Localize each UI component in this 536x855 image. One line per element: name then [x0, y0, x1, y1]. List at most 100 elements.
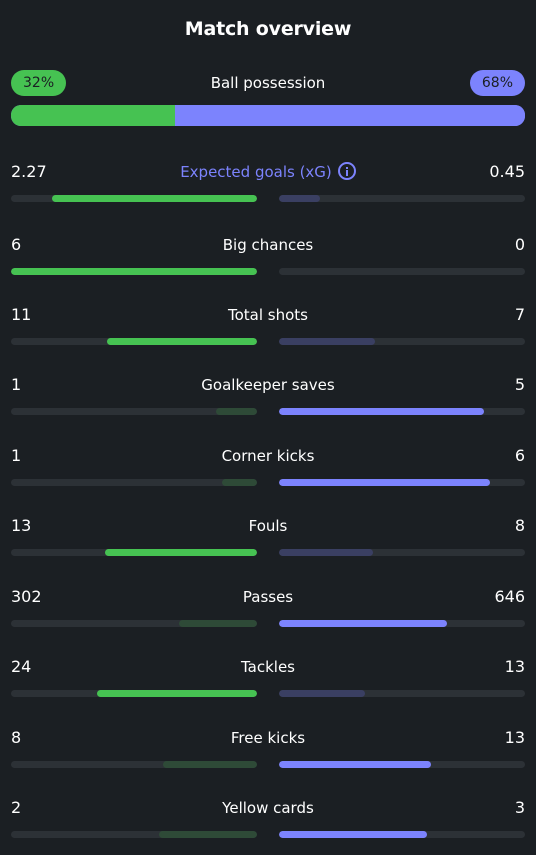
possession-bar-away	[175, 105, 525, 126]
stat-away-value: 6	[514, 446, 525, 465]
stat-label: Big chances	[11, 233, 525, 257]
stat-label: Tackles	[11, 655, 525, 679]
stat-home-bar	[11, 620, 257, 627]
stat-home-bar-fill	[178, 620, 257, 627]
stat-values: 1 Goalkeeper saves 5	[11, 373, 525, 397]
stat-home-bar-fill	[11, 268, 257, 275]
stat-label: Corner kicks	[11, 444, 525, 468]
stat-home-bar	[11, 268, 257, 275]
stat-label: Total shots	[11, 303, 525, 327]
stat-label: Fouls	[11, 514, 525, 538]
stat-row: 2.27 Expected goals (xG) 0.45	[11, 160, 525, 205]
stat-away-value: 0.45	[489, 162, 525, 181]
possession-row: 32% Ball possession 68%	[11, 70, 525, 96]
stat-away-bar-fill	[279, 408, 484, 415]
stat-home-value: 24	[11, 657, 32, 676]
stat-row: 1 Corner kicks 6	[11, 444, 525, 489]
stat-home-value: 1	[11, 375, 22, 394]
stat-home-value: 11	[11, 305, 32, 324]
info-icon[interactable]	[337, 162, 356, 180]
stat-label-text: Yellow cards	[222, 799, 314, 817]
away-possession-badge: 68%	[469, 70, 525, 96]
stat-values: 11 Total shots 7	[11, 303, 525, 327]
stat-home-value: 2.27	[11, 162, 47, 181]
stat-label: Passes	[11, 585, 525, 609]
possession-label: Ball possession	[210, 74, 326, 92]
stat-label-text: Passes	[242, 588, 294, 606]
stat-home-bar-fill	[97, 690, 257, 697]
stat-away-value: 0	[514, 235, 525, 254]
stat-away-bar	[279, 549, 525, 556]
stat-away-value: 646	[494, 587, 525, 606]
stat-away-bar	[279, 690, 525, 697]
stat-away-value: 3	[514, 798, 525, 817]
stat-home-bar-fill	[221, 479, 257, 486]
stat-row: 8 Free kicks 13	[11, 726, 525, 771]
stat-values: 1 Corner kicks 6	[11, 444, 525, 468]
stat-away-bar	[279, 831, 525, 838]
stat-home-bar	[11, 690, 257, 697]
stat-away-value: 13	[504, 657, 525, 676]
home-possession-badge: 32%	[11, 70, 67, 96]
stat-label-text: Expected goals (xG)	[180, 163, 332, 181]
stat-values: 8 Free kicks 13	[11, 726, 525, 750]
stat-values: 2.27 Expected goals (xG) 0.45	[11, 160, 525, 184]
stat-away-bar-fill	[279, 831, 427, 838]
stat-away-bar-fill	[279, 338, 375, 345]
stat-home-value: 2	[11, 798, 22, 817]
stat-values: 302 Passes 646	[11, 585, 525, 609]
stat-home-bar	[11, 831, 257, 838]
stat-away-bar	[279, 338, 525, 345]
stat-label-text: Tackles	[240, 658, 296, 676]
stat-away-bar	[279, 268, 525, 275]
stat-away-bar	[279, 195, 525, 202]
stat-home-bar-fill	[216, 408, 257, 415]
stat-away-bar-fill	[279, 690, 366, 697]
stat-home-bar	[11, 549, 257, 556]
stat-home-bar	[11, 761, 257, 768]
stat-label-text: Free kicks	[230, 729, 306, 747]
stat-label: Yellow cards	[11, 796, 525, 820]
stat-home-bar-fill	[104, 549, 257, 556]
stat-row: 6 Big chances 0	[11, 233, 525, 278]
stat-home-bar-fill	[158, 831, 257, 838]
stat-home-bar	[11, 338, 257, 345]
stat-home-value: 1	[11, 446, 22, 465]
stat-away-bar-fill	[279, 549, 373, 556]
possession-bar	[11, 105, 525, 126]
stat-row: 302 Passes 646	[11, 585, 525, 630]
stat-home-value: 13	[11, 516, 32, 535]
stat-away-bar-fill	[279, 620, 447, 627]
stat-label-text: Fouls	[248, 517, 288, 535]
stat-home-bar-fill	[51, 195, 257, 202]
stat-away-value: 13	[504, 728, 525, 747]
stat-label[interactable]: Expected goals (xG)	[11, 160, 525, 184]
stat-row: 1 Goalkeeper saves 5	[11, 373, 525, 418]
stat-values: 13 Fouls 8	[11, 514, 525, 538]
stat-away-bar-fill	[279, 761, 432, 768]
stat-row: 13 Fouls 8	[11, 514, 525, 559]
stat-values: 6 Big chances 0	[11, 233, 525, 257]
stat-label-text: Goalkeeper saves	[201, 376, 335, 394]
stat-label: Goalkeeper saves	[11, 373, 525, 397]
stat-label-text: Total shots	[228, 306, 308, 324]
stat-away-value: 5	[514, 375, 525, 394]
stat-row: 11 Total shots 7	[11, 303, 525, 348]
stat-home-bar	[11, 408, 257, 415]
stat-away-bar	[279, 620, 525, 627]
stat-away-value: 8	[514, 516, 525, 535]
stat-away-bar-fill	[279, 195, 320, 202]
stat-values: 24 Tackles 13	[11, 655, 525, 679]
stat-label-text: Big chances	[222, 236, 314, 254]
stat-away-bar	[279, 479, 525, 486]
stat-values: 2 Yellow cards 3	[11, 796, 525, 820]
stat-home-bar	[11, 195, 257, 202]
stat-home-bar-fill	[106, 338, 257, 345]
stat-away-value: 7	[514, 305, 525, 324]
stat-away-bar	[279, 408, 525, 415]
stat-row: 24 Tackles 13	[11, 655, 525, 700]
stat-home-bar	[11, 479, 257, 486]
stat-home-value: 6	[11, 235, 22, 254]
stat-row: 2 Yellow cards 3	[11, 796, 525, 841]
stat-away-bar	[279, 761, 525, 768]
